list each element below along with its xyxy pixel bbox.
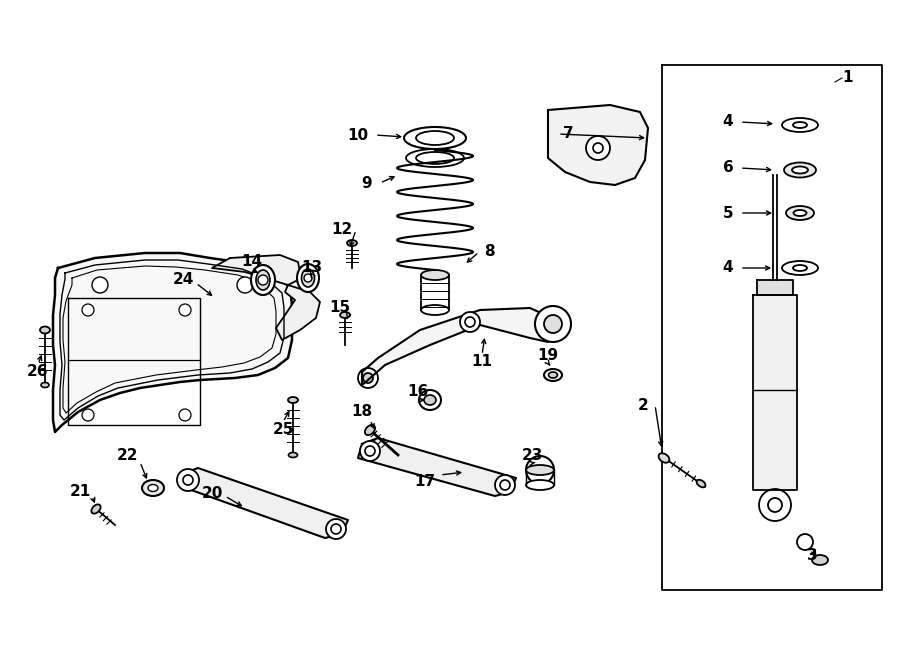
Ellipse shape	[416, 131, 454, 145]
Polygon shape	[753, 295, 797, 490]
Circle shape	[92, 277, 108, 293]
Circle shape	[535, 306, 571, 342]
Ellipse shape	[792, 167, 808, 173]
Polygon shape	[421, 275, 449, 310]
Ellipse shape	[148, 485, 158, 492]
Text: 14: 14	[241, 254, 263, 270]
Text: 24: 24	[172, 272, 194, 288]
Ellipse shape	[526, 465, 554, 475]
Ellipse shape	[786, 206, 814, 220]
Text: 10: 10	[347, 128, 369, 143]
Ellipse shape	[92, 504, 101, 514]
Circle shape	[82, 304, 94, 316]
Circle shape	[82, 409, 94, 421]
Circle shape	[237, 277, 253, 293]
Text: 21: 21	[69, 485, 91, 500]
Ellipse shape	[251, 265, 275, 295]
Circle shape	[258, 275, 268, 285]
Circle shape	[179, 409, 191, 421]
Text: 25: 25	[273, 422, 293, 438]
Ellipse shape	[812, 555, 828, 565]
Circle shape	[179, 304, 191, 316]
Text: 26: 26	[27, 364, 49, 379]
Polygon shape	[212, 255, 300, 285]
Ellipse shape	[142, 480, 164, 496]
Ellipse shape	[40, 327, 50, 334]
Polygon shape	[358, 438, 516, 496]
Text: 9: 9	[362, 176, 373, 190]
Text: 2: 2	[637, 397, 648, 412]
Ellipse shape	[697, 480, 706, 487]
Polygon shape	[276, 285, 320, 340]
Text: 19: 19	[537, 348, 559, 362]
Circle shape	[526, 456, 554, 484]
Text: 16: 16	[408, 385, 428, 399]
Text: 4: 4	[723, 260, 734, 276]
Ellipse shape	[41, 383, 49, 387]
Ellipse shape	[288, 397, 298, 403]
Ellipse shape	[526, 480, 554, 490]
Text: 15: 15	[329, 301, 351, 315]
Ellipse shape	[419, 390, 441, 410]
Text: 1: 1	[842, 71, 853, 85]
Circle shape	[495, 475, 515, 495]
Ellipse shape	[548, 372, 557, 378]
Text: 7: 7	[562, 126, 573, 141]
Polygon shape	[757, 280, 793, 295]
Ellipse shape	[544, 369, 562, 381]
Text: 17: 17	[414, 475, 436, 490]
Ellipse shape	[793, 122, 807, 128]
Polygon shape	[548, 105, 648, 185]
Circle shape	[326, 519, 346, 539]
Polygon shape	[362, 308, 558, 385]
Ellipse shape	[340, 312, 350, 318]
Ellipse shape	[421, 270, 449, 280]
Circle shape	[460, 312, 480, 332]
Ellipse shape	[416, 152, 454, 164]
Ellipse shape	[421, 305, 449, 315]
Polygon shape	[180, 468, 348, 538]
Circle shape	[586, 136, 610, 160]
Ellipse shape	[364, 425, 375, 435]
Text: 8: 8	[483, 245, 494, 260]
Text: 6: 6	[723, 161, 734, 176]
Ellipse shape	[347, 240, 357, 246]
Ellipse shape	[424, 395, 436, 405]
Text: 20: 20	[202, 486, 222, 502]
Circle shape	[177, 469, 199, 491]
Ellipse shape	[302, 269, 314, 287]
Ellipse shape	[256, 270, 270, 290]
Text: 22: 22	[117, 447, 139, 463]
Circle shape	[544, 315, 562, 333]
Circle shape	[304, 274, 312, 282]
Ellipse shape	[782, 118, 818, 132]
Circle shape	[360, 441, 380, 461]
Ellipse shape	[782, 261, 818, 275]
Text: 23: 23	[521, 447, 543, 463]
Ellipse shape	[404, 127, 466, 149]
Ellipse shape	[794, 210, 806, 216]
Ellipse shape	[289, 453, 298, 457]
Text: 5: 5	[723, 206, 734, 221]
Ellipse shape	[784, 163, 816, 178]
Polygon shape	[53, 253, 292, 432]
Text: 18: 18	[351, 405, 373, 420]
Circle shape	[363, 373, 373, 383]
Text: 4: 4	[723, 114, 734, 130]
Text: 13: 13	[302, 260, 322, 276]
Text: 12: 12	[331, 223, 353, 237]
Ellipse shape	[297, 264, 319, 292]
Text: 3: 3	[806, 547, 817, 563]
Ellipse shape	[659, 453, 670, 463]
Text: 11: 11	[472, 354, 492, 369]
Ellipse shape	[793, 265, 807, 271]
